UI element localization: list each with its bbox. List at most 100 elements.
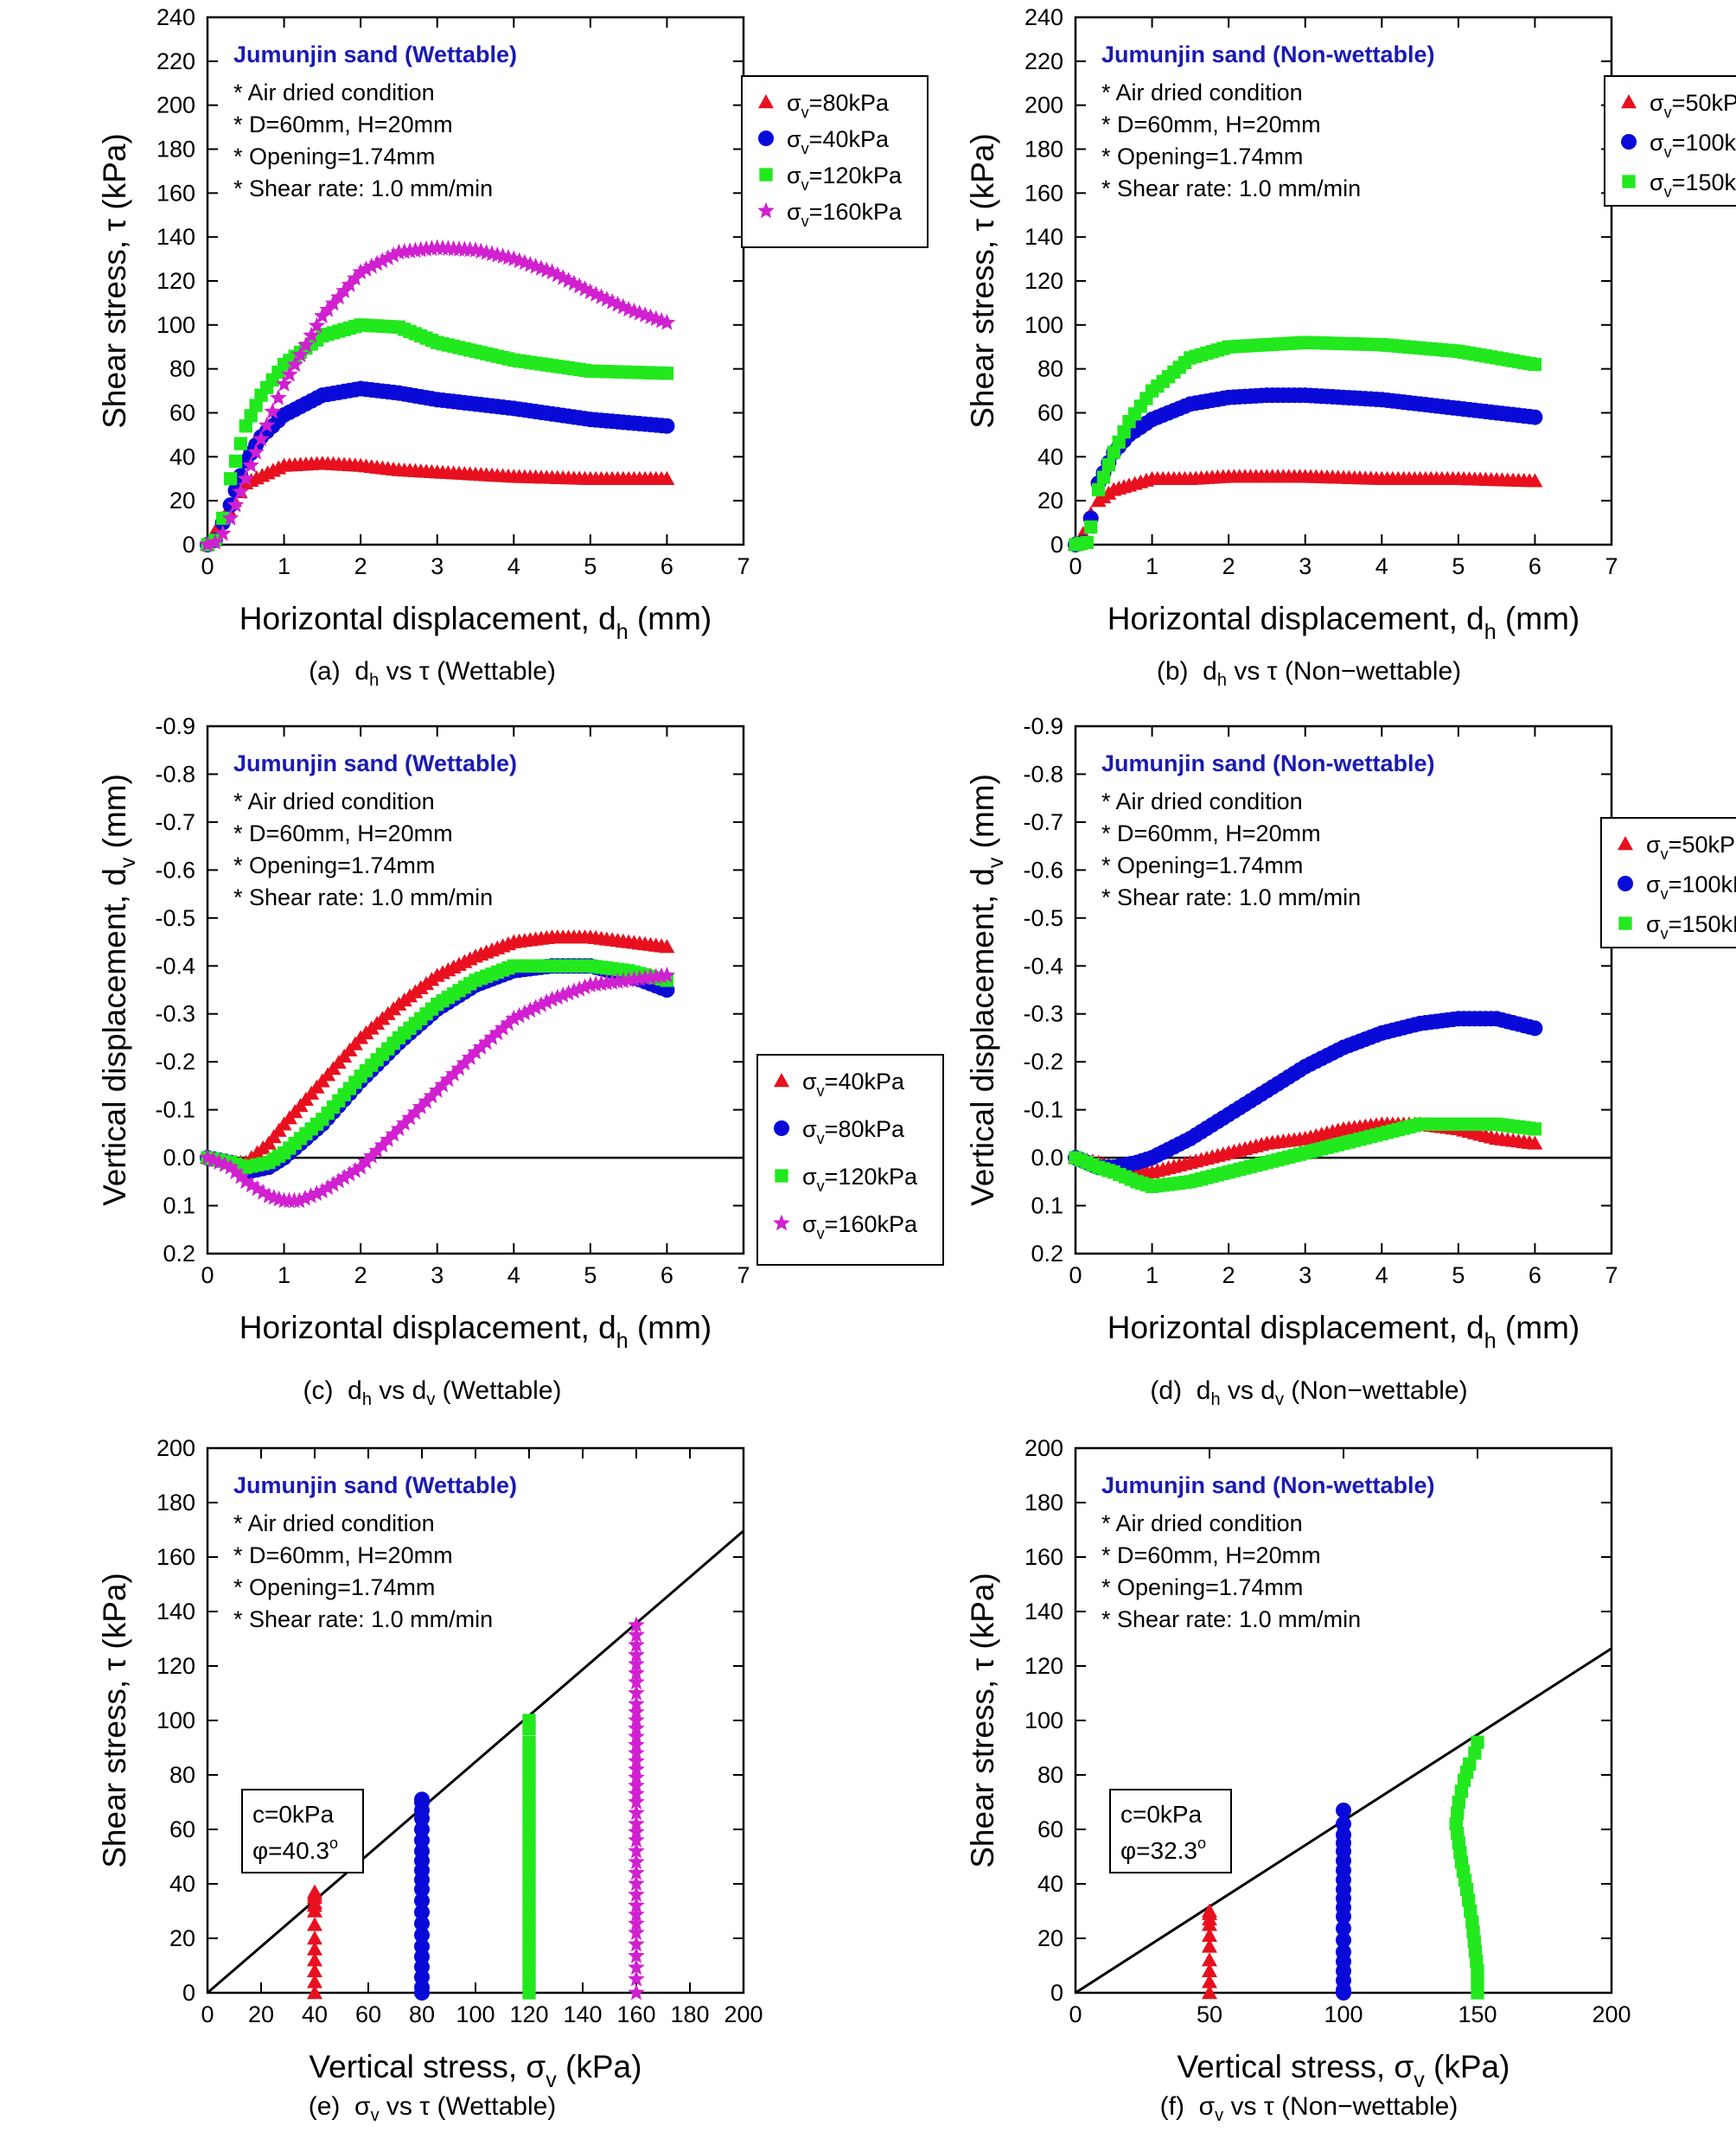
series-3 <box>522 1714 536 2000</box>
data-point <box>264 402 282 419</box>
data-point <box>658 967 676 983</box>
panel-e-chart: 0 20 40 60 80 100 120 140 160 180 200 0 20 40 60 80 100 1… <box>97 1435 763 2092</box>
y-tick-label: 100 <box>1024 312 1063 338</box>
x-tick-label: 200 <box>724 2001 763 2027</box>
data-point <box>352 1158 369 1175</box>
series-3 <box>1069 1117 1542 1194</box>
data-point <box>1336 1802 1351 1818</box>
data-point <box>233 437 248 450</box>
y-tick-label: 80 <box>169 356 195 382</box>
data-point <box>500 1014 517 1031</box>
note-text: * D=60mm, H=20mm <box>233 820 453 846</box>
y-tick-label: 140 <box>1024 224 1063 250</box>
legend-value: =150kPa <box>1669 911 1736 937</box>
legend-value: =40kPa <box>809 126 890 152</box>
legend-sub: v <box>817 1130 825 1147</box>
data-point <box>598 290 616 307</box>
x-tick-label: 1 <box>278 553 290 579</box>
data-point <box>1451 1806 1465 1820</box>
data-point <box>522 1801 536 1815</box>
y-tick-label: -0.1 <box>155 1097 195 1123</box>
data-point <box>423 1087 441 1104</box>
chart-title: Jumunjin sand (Wettable) <box>233 750 517 776</box>
series-4 <box>199 967 676 1209</box>
data-point <box>221 509 239 526</box>
legend-sigma: σ <box>787 126 801 152</box>
data-point <box>477 1033 495 1050</box>
data-point <box>319 1178 336 1196</box>
data-point <box>549 988 566 1005</box>
y-tick-label: -0.2 <box>155 1049 195 1075</box>
data-point <box>414 1892 430 1909</box>
x-axis-label-sub: h <box>1484 620 1497 644</box>
y-tick-label: 180 <box>156 1490 195 1516</box>
legend-label: σv=100kPa <box>1646 871 1736 903</box>
data-point <box>628 1655 645 1672</box>
data-point <box>335 1168 353 1185</box>
data-point <box>216 1156 233 1172</box>
data-point <box>368 1141 386 1158</box>
data-point <box>1080 535 1094 550</box>
data-point <box>357 1152 375 1170</box>
data-point <box>592 974 610 992</box>
data-point <box>302 1187 320 1203</box>
x-tick-label: 7 <box>1605 553 1618 579</box>
data-point <box>1107 445 1120 459</box>
data-point <box>414 1791 430 1808</box>
data-point <box>571 980 588 997</box>
data-point <box>434 1076 451 1093</box>
legend-marker <box>774 1073 789 1088</box>
legend-value: =80kPa <box>825 1116 905 1142</box>
data-point <box>1468 1746 1482 1760</box>
x-tick-label: 6 <box>1529 553 1541 579</box>
y-axis-label-main: Vertical displacement, d <box>97 868 132 1206</box>
y-axis-label: Shear stress, τ (kPa) <box>965 1573 1000 1868</box>
data-point <box>1202 1985 1217 2000</box>
data-point <box>368 254 386 271</box>
data-point <box>428 1082 446 1098</box>
note-text: * Air dried condition <box>233 80 435 105</box>
data-point <box>582 976 599 993</box>
data-point <box>628 1744 645 1761</box>
data-point <box>461 1049 479 1065</box>
data-point <box>533 996 550 1012</box>
data-point <box>418 240 435 257</box>
x-tick-label: 2 <box>354 1262 367 1288</box>
y-axis-label-unit: (mm) <box>97 774 132 858</box>
data-point <box>307 1941 322 1956</box>
x-tick-label: 0 <box>1069 1262 1082 1288</box>
data-point <box>522 1848 536 1863</box>
y-axis-label: Shear stress, τ (kPa) <box>97 1573 132 1868</box>
data-point <box>522 1964 536 1978</box>
fit-phi-degree: o <box>1197 1835 1206 1852</box>
y-tick-label: 240 <box>156 4 195 30</box>
failure-envelope <box>207 1529 744 1995</box>
data-point <box>249 399 263 412</box>
series-2 <box>1336 1802 1351 2001</box>
note-text: * Shear rate: 1.0 mm/min <box>233 884 493 910</box>
note-text: * Shear rate: 1.0 mm/min <box>1101 884 1361 910</box>
x-axis-label-main: Horizontal displacement, d <box>1107 1310 1484 1345</box>
y-tick-label: 0.2 <box>1031 1241 1063 1267</box>
series-1 <box>1068 469 1543 552</box>
y-axis-label-sub: v <box>984 857 1008 868</box>
y-axis-label-main: Shear stress, τ (kPa) <box>97 1573 132 1868</box>
data-point <box>628 1969 645 1987</box>
panel-b-chart: 0 1 2 3 4 5 6 7 0 20 40 60 80 100 120 140 160 180 200 220 24… <box>965 4 1736 644</box>
data-point <box>379 249 397 265</box>
data-point <box>307 1931 322 1945</box>
y-tick-label: 20 <box>169 488 195 514</box>
legend-sigma: σ <box>1646 911 1661 937</box>
x-tick-label: 0 <box>201 2001 214 2027</box>
legend-marker <box>757 201 775 219</box>
y-tick-label: -0.8 <box>155 761 195 787</box>
legend-value: =100kPa <box>1672 130 1736 156</box>
note-text: * Opening=1.74mm <box>233 1574 435 1600</box>
data-point <box>1471 1986 1484 2000</box>
x-axis-label: Vertical stress, σv (kPa) <box>1178 2049 1510 2092</box>
y-tick-label: 0 <box>1050 532 1063 558</box>
y-tick-label: -0.3 <box>1023 1001 1063 1027</box>
y-axis-label-main: Shear stress, τ (kPa) <box>965 133 1000 429</box>
data-point <box>1101 458 1116 472</box>
data-point <box>522 1986 536 2000</box>
